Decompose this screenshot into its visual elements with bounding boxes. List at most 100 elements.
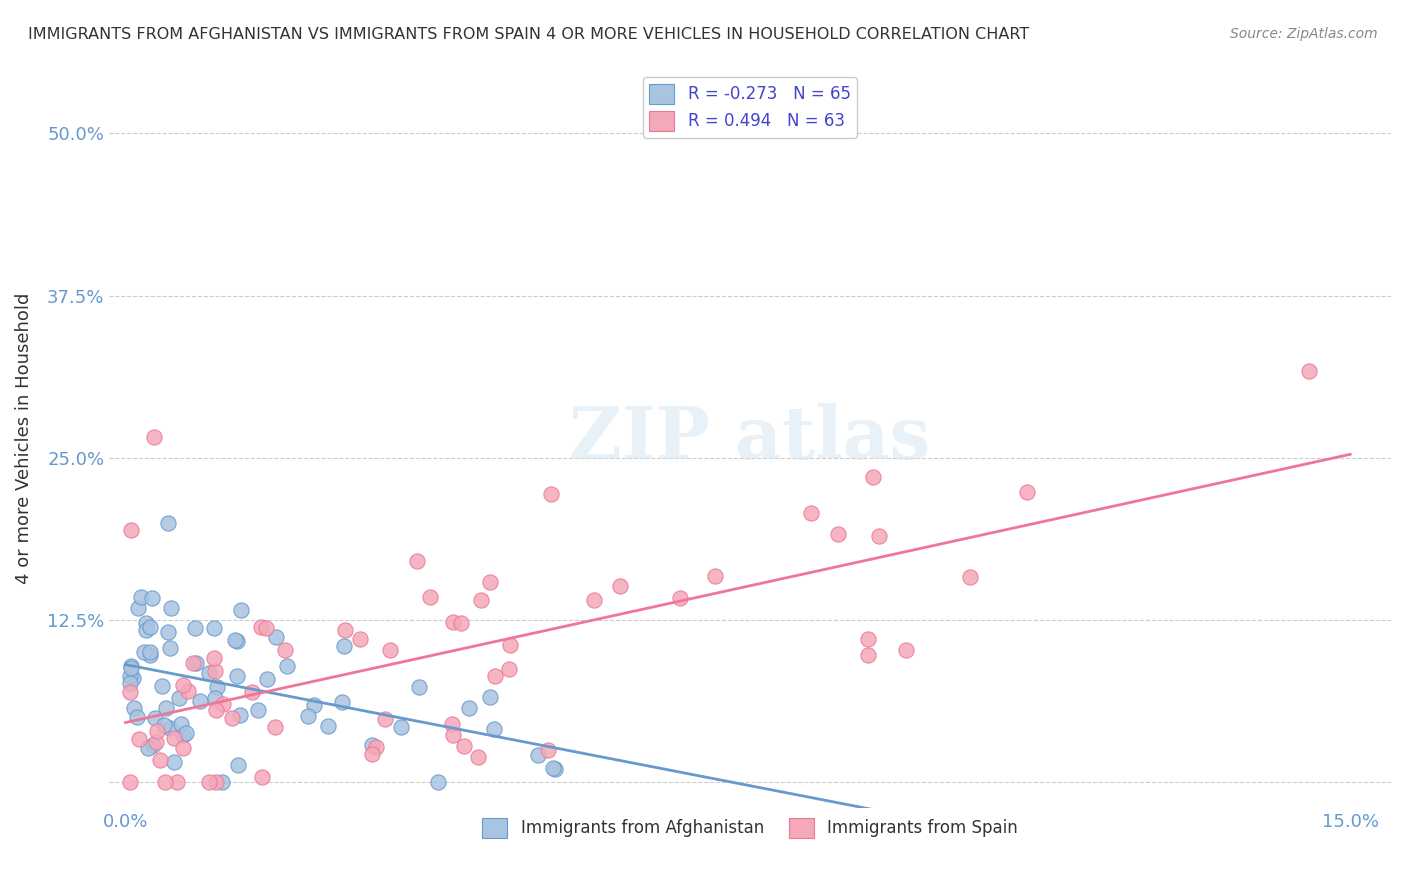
Immigrants from Spain — [118, 775, 141, 789]
Immigrants from Spain — [240, 685, 263, 699]
Immigrants from Spain — [856, 632, 879, 647]
Immigrants from Afghanistan — [160, 601, 183, 615]
Immigrants from Spain — [441, 615, 464, 629]
Immigrants from Afghanistan — [159, 721, 181, 735]
Immigrants from Spain — [333, 623, 356, 637]
Immigrants from Afghanistan — [139, 645, 162, 659]
Immigrants from Spain — [467, 749, 489, 764]
Immigrants from Spain — [453, 739, 475, 754]
Immigrants from Afghanistan — [478, 690, 501, 704]
Immigrants from Spain — [146, 724, 169, 739]
Immigrants from Afghanistan — [264, 630, 287, 644]
Immigrants from Spain — [177, 684, 200, 698]
Immigrants from Afghanistan — [226, 633, 249, 648]
Immigrants from Afghanistan — [155, 700, 177, 714]
Immigrants from Spain — [441, 728, 464, 742]
Immigrants from Afghanistan — [276, 659, 298, 673]
Text: Source: ZipAtlas.com: Source: ZipAtlas.com — [1230, 27, 1378, 41]
Immigrants from Spain — [166, 775, 188, 789]
Immigrants from Afghanistan — [118, 668, 141, 682]
Immigrants from Afghanistan — [156, 625, 179, 640]
Immigrants from Spain — [120, 524, 142, 538]
Immigrants from Afghanistan — [172, 728, 194, 742]
Immigrants from Afghanistan — [169, 691, 191, 706]
Immigrants from Afghanistan — [118, 675, 141, 690]
Immigrants from Afghanistan — [159, 641, 181, 656]
Immigrants from Spain — [406, 554, 429, 568]
Immigrants from Spain — [118, 685, 141, 699]
Immigrants from Spain — [198, 775, 221, 789]
Immigrants from Spain — [149, 753, 172, 767]
Immigrants from Afghanistan — [426, 775, 449, 789]
Immigrants from Afghanistan — [135, 616, 157, 631]
Immigrants from Afghanistan — [132, 644, 155, 658]
Immigrants from Afghanistan — [360, 738, 382, 752]
Immigrants from Afghanistan — [120, 661, 142, 675]
Immigrants from Spain — [419, 590, 441, 604]
Immigrants from Spain — [349, 632, 371, 646]
Immigrants from Afghanistan — [120, 658, 142, 673]
Immigrants from Spain — [1298, 364, 1320, 378]
Immigrants from Afghanistan — [482, 722, 505, 736]
Immigrants from Spain — [364, 740, 387, 755]
Immigrants from Afghanistan — [156, 516, 179, 530]
Immigrants from Afghanistan — [543, 762, 565, 776]
Immigrants from Spain — [264, 720, 287, 734]
Immigrants from Afghanistan — [188, 693, 211, 707]
Immigrants from Afghanistan — [170, 717, 193, 731]
Immigrants from Spain — [959, 570, 981, 584]
Immigrants from Afghanistan — [226, 669, 249, 683]
Immigrants from Afghanistan — [125, 710, 148, 724]
Immigrants from Afghanistan — [231, 603, 253, 617]
Immigrants from Afghanistan — [330, 695, 353, 709]
Immigrants from Spain — [172, 678, 194, 692]
Immigrants from Spain — [450, 616, 472, 631]
Immigrants from Afghanistan — [186, 656, 208, 670]
Immigrants from Spain — [145, 735, 167, 749]
Immigrants from Spain — [254, 621, 277, 635]
Immigrants from Afghanistan — [256, 672, 278, 686]
Immigrants from Spain — [703, 569, 725, 583]
Immigrants from Afghanistan — [139, 620, 162, 634]
Immigrants from Afghanistan — [211, 775, 233, 789]
Immigrants from Afghanistan — [138, 740, 160, 755]
Immigrants from Spain — [360, 747, 382, 761]
Immigrants from Spain — [128, 732, 150, 747]
Immigrants from Afghanistan — [174, 726, 197, 740]
Immigrants from Spain — [205, 703, 228, 717]
Immigrants from Afghanistan — [143, 711, 166, 725]
Immigrants from Afghanistan — [527, 748, 550, 763]
Immigrants from Afghanistan — [224, 632, 246, 647]
Text: ZIP atlas: ZIP atlas — [569, 403, 931, 474]
Legend: Immigrants from Afghanistan, Immigrants from Spain: Immigrants from Afghanistan, Immigrants … — [475, 811, 1025, 845]
Text: IMMIGRANTS FROM AFGHANISTAN VS IMMIGRANTS FROM SPAIN 4 OR MORE VEHICLES IN HOUSE: IMMIGRANTS FROM AFGHANISTAN VS IMMIGRANT… — [28, 27, 1029, 42]
Immigrants from Spain — [153, 775, 176, 789]
Immigrants from Spain — [669, 591, 692, 605]
Immigrants from Spain — [143, 429, 166, 443]
Immigrants from Afghanistan — [297, 708, 319, 723]
Immigrants from Afghanistan — [541, 761, 564, 775]
Immigrants from Afghanistan — [302, 698, 325, 712]
Immigrants from Afghanistan — [247, 703, 270, 717]
Immigrants from Afghanistan — [139, 648, 162, 662]
Immigrants from Spain — [202, 651, 225, 665]
Immigrants from Afghanistan — [204, 690, 226, 705]
Immigrants from Afghanistan — [122, 701, 145, 715]
Immigrants from Spain — [478, 574, 501, 589]
Immigrants from Spain — [1015, 484, 1038, 499]
Immigrants from Afghanistan — [127, 601, 149, 615]
Immigrants from Spain — [827, 526, 849, 541]
Immigrants from Spain — [470, 592, 492, 607]
Immigrants from Spain — [537, 743, 560, 757]
Immigrants from Afghanistan — [142, 738, 165, 752]
Immigrants from Afghanistan — [141, 591, 163, 605]
Immigrants from Spain — [609, 579, 631, 593]
Immigrants from Spain — [862, 470, 884, 484]
Immigrants from Spain — [163, 731, 186, 745]
Immigrants from Afghanistan — [226, 758, 249, 772]
Immigrants from Afghanistan — [135, 624, 157, 638]
Immigrants from Spain — [378, 643, 401, 657]
Immigrants from Spain — [868, 529, 890, 543]
Immigrants from Spain — [212, 697, 235, 711]
Immigrants from Afghanistan — [121, 671, 143, 685]
